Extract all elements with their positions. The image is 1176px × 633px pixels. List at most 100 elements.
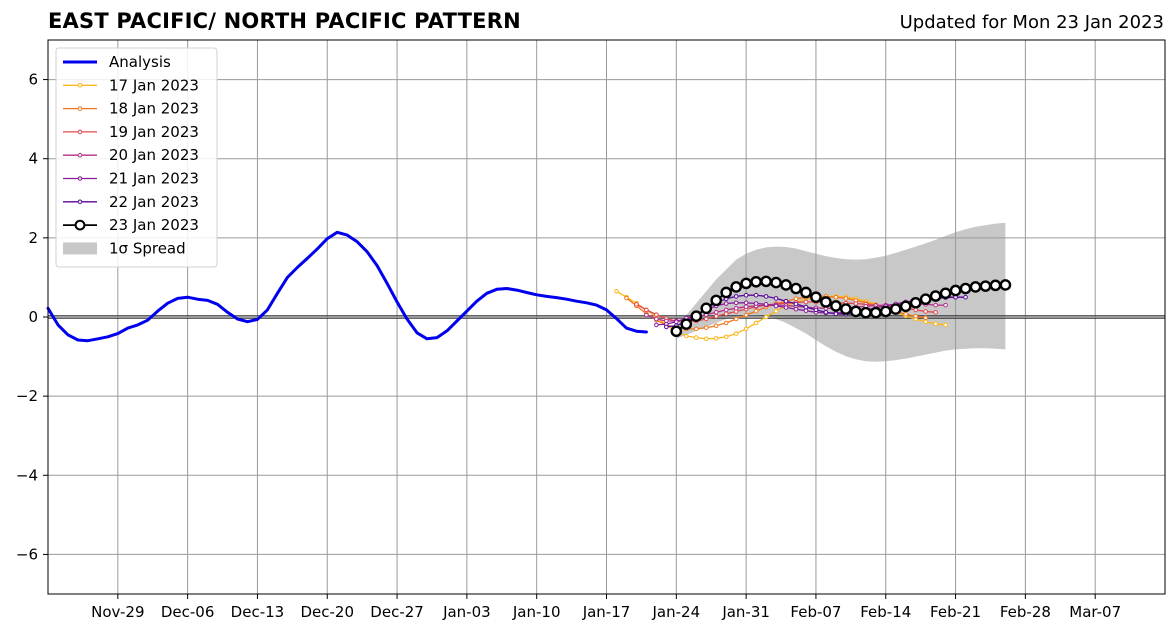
legend-label: 1σ Spread xyxy=(109,239,186,257)
data-point xyxy=(670,325,683,338)
legend-label: 23 Jan 2023 xyxy=(109,216,199,234)
data-point xyxy=(783,298,789,304)
x-tick-label: Mar-07 xyxy=(1069,603,1121,621)
data-point xyxy=(899,300,912,313)
data-point xyxy=(733,316,739,322)
y-tick-label: 4 xyxy=(28,150,38,168)
y-tick-label: −2 xyxy=(16,387,38,405)
data-point xyxy=(813,307,819,313)
legend-label: 20 Jan 2023 xyxy=(109,146,199,164)
data-point xyxy=(723,334,729,340)
data-point xyxy=(733,331,739,336)
y-tick-label: 6 xyxy=(28,71,38,89)
data-point xyxy=(963,294,968,300)
data-point xyxy=(644,307,649,313)
x-tick-label: Dec-20 xyxy=(300,603,354,621)
chart-title: EAST PACIFIC/ NORTH PACIFIC PATTERN xyxy=(48,9,521,33)
data-point xyxy=(773,303,779,309)
x-tick-label: Dec-27 xyxy=(370,603,424,621)
x-tick-label: Feb-07 xyxy=(790,603,841,621)
data-point xyxy=(753,320,759,326)
x-tick-label: Feb-21 xyxy=(930,603,981,621)
legend-marker xyxy=(74,219,86,231)
data-point xyxy=(743,312,749,318)
data-point xyxy=(929,290,942,302)
data-point xyxy=(803,299,809,305)
data-point xyxy=(840,303,852,315)
legend-marker xyxy=(77,152,83,158)
x-tick-label: Dec-06 xyxy=(161,603,215,621)
data-point xyxy=(889,303,902,315)
spread-band xyxy=(676,222,1006,362)
data-point xyxy=(999,279,1012,291)
legend-label: 18 Jan 2023 xyxy=(109,100,199,118)
data-point xyxy=(830,300,842,312)
data-point xyxy=(723,320,729,326)
legend-marker xyxy=(77,129,83,135)
data-point xyxy=(773,296,779,301)
legend-box xyxy=(55,47,218,268)
data-point xyxy=(810,291,822,304)
data-point xyxy=(634,302,639,307)
x-tick-label: Dec-13 xyxy=(231,603,285,621)
y-tick-label: −6 xyxy=(16,545,38,563)
legend-entry: 19 Jan 2023 xyxy=(63,123,199,141)
data-point xyxy=(740,277,752,290)
legend-marker xyxy=(77,199,83,205)
data-point xyxy=(683,333,689,339)
data-point xyxy=(723,307,729,313)
data-point xyxy=(690,310,703,323)
data-point xyxy=(869,306,882,319)
data-point xyxy=(949,284,962,297)
data-point xyxy=(674,319,679,325)
data-point xyxy=(919,293,932,305)
data-point xyxy=(989,279,1002,292)
x-tick-label: Jan-24 xyxy=(652,603,701,621)
data-point xyxy=(713,313,719,319)
data-point xyxy=(733,305,739,311)
data-point xyxy=(763,314,769,320)
legend-label: Analysis xyxy=(109,53,171,71)
x-tick-label: Jan-03 xyxy=(442,603,491,621)
y-tick-label: 2 xyxy=(28,229,38,247)
data-point xyxy=(693,335,699,340)
data-point xyxy=(753,301,759,306)
data-point xyxy=(720,286,732,299)
data-point xyxy=(803,304,809,310)
data-point xyxy=(843,296,849,301)
data-point xyxy=(713,323,719,329)
data-point xyxy=(743,292,749,298)
data-point xyxy=(860,306,872,319)
data-point xyxy=(783,305,789,310)
data-point xyxy=(654,322,659,328)
data-point xyxy=(833,311,839,317)
data-point xyxy=(943,302,948,308)
data-point xyxy=(933,321,938,327)
legend-swatch xyxy=(63,242,97,255)
data-point xyxy=(969,281,982,293)
data-point xyxy=(770,276,782,289)
data-point xyxy=(614,288,619,294)
series-23-jan-2023 xyxy=(670,275,1012,338)
data-point xyxy=(793,306,799,312)
data-point xyxy=(903,311,908,317)
data-point xyxy=(713,336,719,341)
data-point xyxy=(700,302,713,315)
data-point xyxy=(979,280,992,292)
data-point xyxy=(803,308,809,313)
data-point xyxy=(773,308,779,314)
data-point xyxy=(820,296,832,308)
data-point xyxy=(943,322,948,328)
data-point xyxy=(793,301,799,307)
x-tick-label: Feb-14 xyxy=(860,603,911,621)
data-point xyxy=(763,302,769,307)
legend-entry: Analysis xyxy=(63,53,171,71)
y-tick-label: 0 xyxy=(28,308,38,326)
data-point xyxy=(680,318,693,330)
x-tick-label: Jan-31 xyxy=(721,603,770,621)
legend-entry: 20 Jan 2023 xyxy=(63,146,199,164)
data-point xyxy=(743,300,749,306)
data-point xyxy=(923,315,928,321)
data-point xyxy=(850,305,862,318)
